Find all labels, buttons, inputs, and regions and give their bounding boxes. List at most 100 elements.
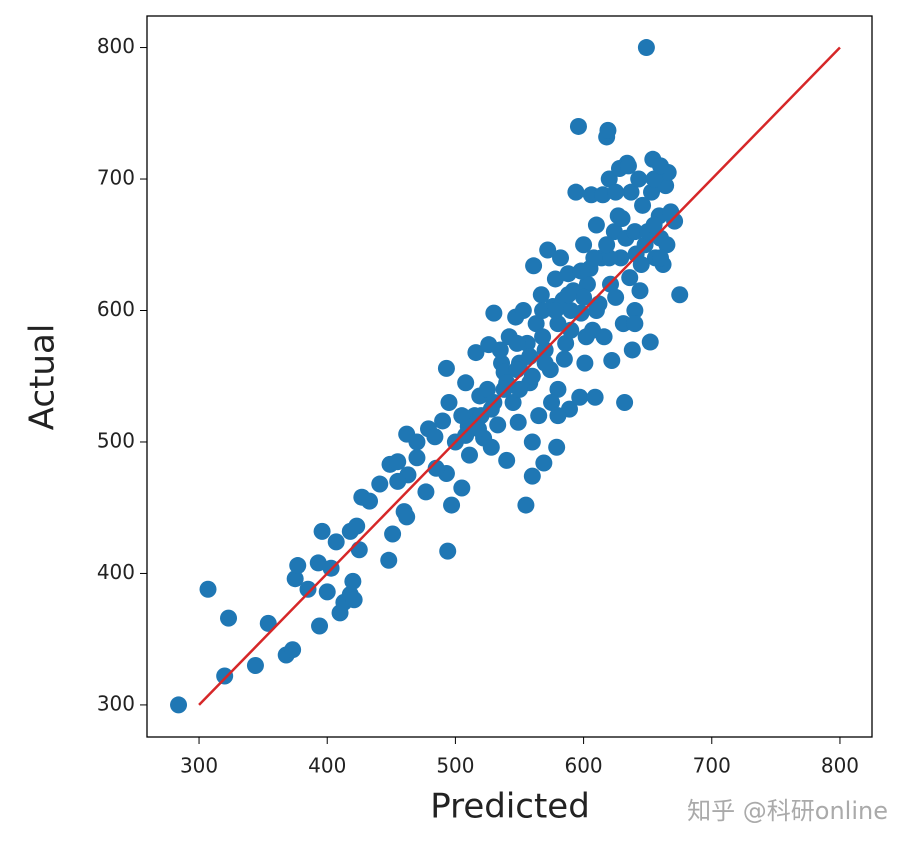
point xyxy=(623,341,641,359)
point xyxy=(489,416,507,434)
y-tick-label: 300 xyxy=(97,691,135,715)
point xyxy=(549,407,567,425)
x-tick-label: 500 xyxy=(436,754,474,778)
point xyxy=(495,380,513,398)
y-tick-label: 800 xyxy=(97,34,135,58)
point xyxy=(284,641,302,659)
point xyxy=(289,557,307,575)
point xyxy=(286,570,304,588)
point xyxy=(534,302,552,320)
point xyxy=(549,380,567,398)
point xyxy=(645,170,663,188)
point xyxy=(572,262,590,280)
point xyxy=(578,275,596,293)
point xyxy=(384,525,402,543)
point xyxy=(616,394,634,412)
point xyxy=(645,216,663,234)
x-tick-label: 800 xyxy=(821,754,859,778)
point xyxy=(626,315,644,333)
point xyxy=(311,617,329,635)
point xyxy=(536,354,554,372)
point xyxy=(482,400,500,418)
point xyxy=(313,522,331,540)
point xyxy=(600,170,618,188)
point xyxy=(344,572,362,590)
point xyxy=(651,157,669,175)
point xyxy=(504,394,522,412)
point xyxy=(299,580,317,598)
point xyxy=(453,407,471,425)
point xyxy=(417,483,435,501)
point xyxy=(585,249,603,267)
point xyxy=(327,533,345,551)
y-axis-label: Actual xyxy=(23,324,63,431)
point xyxy=(539,241,557,259)
point xyxy=(613,209,631,227)
point xyxy=(523,433,541,451)
plot-frame xyxy=(146,15,873,738)
point xyxy=(562,321,580,339)
point xyxy=(634,196,652,214)
point xyxy=(632,255,650,273)
x-axis-label: Predicted xyxy=(430,787,590,827)
y-tick-label: 400 xyxy=(97,560,135,584)
point xyxy=(514,302,532,320)
point xyxy=(523,467,541,485)
point xyxy=(557,334,575,352)
point xyxy=(569,117,587,135)
point xyxy=(443,496,461,514)
point xyxy=(626,223,644,241)
point xyxy=(641,333,659,351)
point xyxy=(587,302,605,320)
point xyxy=(575,288,593,306)
point xyxy=(575,236,593,254)
point xyxy=(651,249,669,267)
point xyxy=(439,542,457,560)
y-tick-label: 500 xyxy=(97,428,135,452)
point xyxy=(453,479,471,497)
point xyxy=(478,380,496,398)
point xyxy=(549,315,567,333)
point xyxy=(199,580,217,598)
point xyxy=(389,453,407,471)
point xyxy=(361,492,379,510)
point xyxy=(467,344,485,362)
point xyxy=(482,438,500,456)
point xyxy=(508,361,526,379)
point xyxy=(636,236,654,254)
point xyxy=(461,446,479,464)
point xyxy=(637,39,655,57)
point xyxy=(380,551,398,569)
point xyxy=(427,459,445,477)
point xyxy=(508,334,526,352)
point xyxy=(485,304,503,322)
point xyxy=(371,475,389,493)
point xyxy=(546,270,564,288)
point xyxy=(631,282,649,300)
point xyxy=(457,374,475,392)
point xyxy=(671,286,689,304)
point xyxy=(216,667,234,685)
point xyxy=(658,236,676,254)
point xyxy=(599,121,617,139)
x-tick-label: 600 xyxy=(564,754,602,778)
point xyxy=(350,541,368,559)
point xyxy=(534,328,552,346)
point xyxy=(567,183,585,201)
point xyxy=(586,388,604,406)
point xyxy=(532,286,550,304)
point xyxy=(457,426,475,444)
point xyxy=(259,614,277,632)
point xyxy=(426,428,444,446)
x-tick-label: 400 xyxy=(308,754,346,778)
point xyxy=(491,341,509,359)
point xyxy=(571,388,589,406)
point xyxy=(600,249,618,267)
point xyxy=(630,170,648,188)
point xyxy=(440,394,458,412)
point xyxy=(389,472,407,490)
point xyxy=(408,433,426,451)
point xyxy=(318,583,336,601)
point xyxy=(170,696,188,714)
